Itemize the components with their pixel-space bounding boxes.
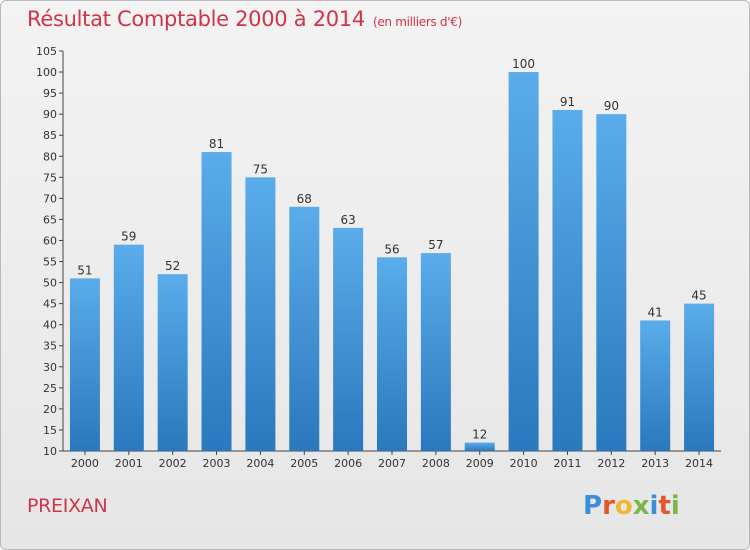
town-name: PREIXAN — [27, 495, 108, 517]
chart-title-text: Résultat Comptable 2000 à 2014 — [27, 7, 365, 31]
bar — [333, 227, 364, 451]
y-tick-label: 55 — [43, 256, 57, 269]
y-tick-label: 60 — [43, 234, 57, 247]
axes: 10 15 20 25 30 35 40 45 50 55 60 65 70 75 80 85 90 95 100 1… — [36, 45, 721, 470]
chart-title: Résultat Comptable 2000 à 2014 (en millie… — [27, 7, 462, 31]
x-tick-label: 2006 — [334, 457, 362, 470]
x-tick-label: 2008 — [422, 457, 450, 470]
y-tick-label: 20 — [43, 403, 57, 416]
y-tick-label: 30 — [43, 361, 57, 374]
bar — [113, 244, 144, 451]
y-tick-label: 35 — [43, 340, 57, 353]
bar-value-label: 56 — [384, 242, 399, 256]
logo-letter: P — [583, 491, 603, 521]
logo-letter: o — [614, 491, 633, 521]
x-tick-label: 2007 — [378, 457, 406, 470]
x-tick-label: 2011 — [553, 457, 581, 470]
bar — [420, 253, 451, 451]
bar — [508, 72, 539, 451]
y-tick-label: 75 — [43, 171, 57, 184]
bar-value-label: 45 — [691, 289, 706, 303]
logo-letter: i — [649, 491, 659, 521]
bar-value-label: 90 — [604, 99, 619, 113]
y-tick-label: 105 — [36, 45, 57, 58]
bar — [157, 274, 188, 451]
bar — [245, 177, 276, 451]
bar-value-label: 52 — [165, 259, 180, 273]
y-tick-label: 15 — [43, 424, 57, 437]
bar — [69, 278, 100, 451]
x-tick-label: 2003 — [203, 457, 231, 470]
y-tick-label: 65 — [43, 213, 57, 226]
bar — [640, 320, 671, 451]
bar-value-label: 81 — [209, 137, 224, 151]
x-tick-label: 2001 — [115, 457, 143, 470]
bar-value-label: 57 — [428, 238, 443, 252]
logo-letter: x — [632, 491, 650, 521]
x-tick-label: 2010 — [510, 457, 538, 470]
x-tick-label: 2005 — [290, 457, 318, 470]
bar — [201, 152, 232, 452]
y-tick-label: 45 — [43, 298, 57, 311]
logo-letter: i — [670, 491, 680, 521]
bar-value-label: 75 — [253, 162, 268, 176]
y-tick-label: 100 — [36, 66, 57, 79]
bar — [684, 303, 715, 451]
x-tick-label: 2014 — [685, 457, 713, 470]
bars — [69, 72, 715, 452]
y-tick-label: 25 — [43, 382, 57, 395]
y-tick-label: 10 — [43, 445, 57, 458]
bar-value-label: 91 — [560, 95, 575, 109]
logo-letter: t — [658, 491, 671, 521]
x-tick-label: 2004 — [246, 457, 274, 470]
y-tick-label: 85 — [43, 129, 57, 142]
bar-value-label: 68 — [297, 192, 312, 206]
bar-value-label: 51 — [77, 263, 92, 277]
y-tick-label: 80 — [43, 150, 57, 163]
bar-value-label: 59 — [121, 230, 136, 244]
y-tick-label: 95 — [43, 87, 57, 100]
value-labels: 51 59 52 81 75 68 63 56 57 12 100 91 90 41 45 — [77, 57, 706, 442]
bar — [464, 442, 495, 451]
x-tick-label: 2009 — [466, 457, 494, 470]
bar — [552, 109, 583, 452]
y-tick-label: 50 — [43, 277, 57, 290]
bar — [377, 257, 407, 451]
bar-value-label: 12 — [472, 428, 487, 442]
bar-value-label: 41 — [648, 305, 663, 319]
bar — [289, 206, 320, 451]
x-tick-label: 2002 — [159, 457, 187, 470]
y-tick-label: 70 — [43, 192, 57, 205]
bar-value-label: 63 — [340, 213, 355, 227]
proxiti-logo[interactable]: Proxiti — [583, 491, 680, 521]
y-tick-label: 40 — [43, 319, 57, 332]
chart-subtitle: (en milliers d'€) — [372, 15, 462, 29]
bar-value-label: 100 — [512, 57, 535, 71]
logo-letter: r — [602, 491, 615, 521]
x-tick-label: 2000 — [71, 457, 99, 470]
x-tick-label: 2013 — [641, 457, 669, 470]
y-tick-label: 90 — [43, 108, 57, 121]
bar — [596, 114, 627, 451]
x-tick-label: 2012 — [597, 457, 625, 470]
